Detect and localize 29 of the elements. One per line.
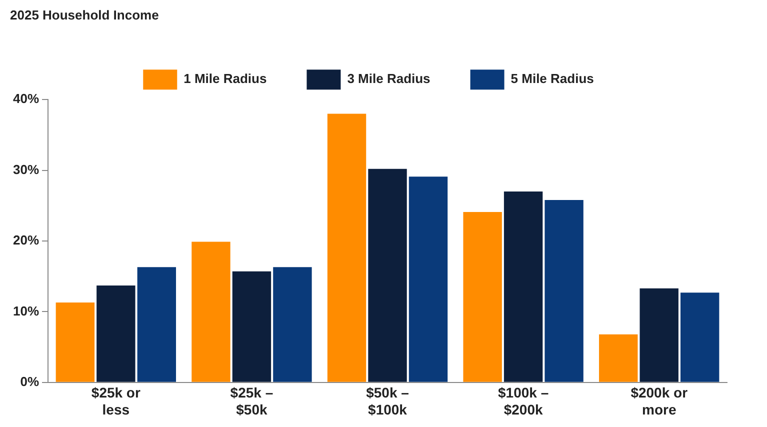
bar — [368, 168, 407, 382]
bar — [544, 200, 584, 382]
legend-label: 3 Mile Radius — [347, 71, 430, 86]
y-tick-label: 40% — [12, 91, 40, 106]
chart-title: 2025 Household Income — [10, 7, 159, 22]
y-tick-label: 20% — [12, 232, 40, 248]
y-tick-label: 30% — [12, 162, 40, 177]
bar — [96, 286, 136, 382]
bar — [599, 334, 638, 382]
y-tick-label: 0% — [20, 374, 40, 389]
x-tick-label: $25k or less — [91, 384, 141, 418]
x-tick-label: $50k – $100k — [366, 384, 410, 418]
bar — [327, 114, 366, 382]
bar — [232, 271, 272, 382]
bar — [463, 212, 502, 382]
bar — [192, 242, 230, 382]
y-tick-label: 10% — [12, 303, 40, 318]
x-tick-label: $200k or more — [630, 384, 688, 418]
x-tick-label: $25k – $50k — [230, 384, 274, 418]
bar — [504, 192, 543, 382]
bar — [640, 288, 678, 382]
legend-label: 5 Mile Radius — [510, 71, 594, 86]
bar — [408, 176, 448, 382]
bar — [273, 267, 312, 382]
bar — [56, 302, 95, 382]
bar — [680, 292, 720, 382]
bar — [137, 267, 176, 382]
x-tick-label: $100k – $200k — [498, 384, 549, 418]
legend-label: 1 Mile Radius — [184, 71, 267, 86]
